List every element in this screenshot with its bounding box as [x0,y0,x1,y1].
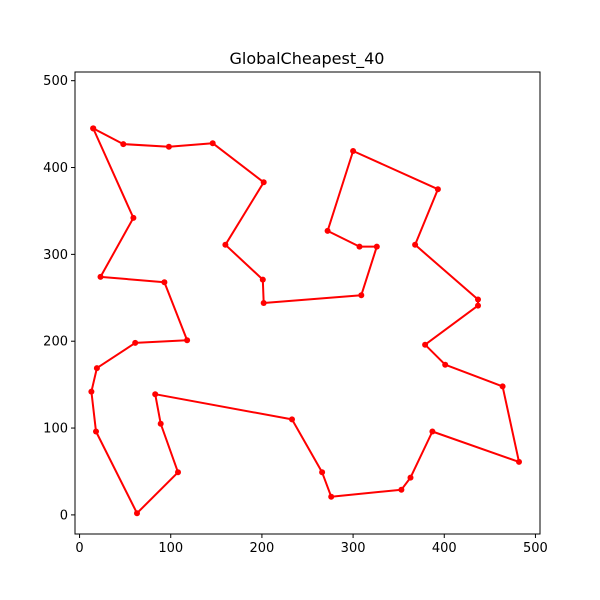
route-point [442,361,449,368]
route-point [289,416,295,423]
route-point [350,148,357,154]
x-tick-label: 300 [341,541,366,556]
y-tick-label: 400 [43,161,68,176]
route-point [93,428,99,435]
route-point [475,302,481,309]
route-point [324,227,331,234]
y-tick-label: 300 [43,248,68,263]
route-point [319,469,326,476]
route-point [157,420,164,427]
axes-frame [74,71,541,535]
route-point [475,296,481,303]
route-point [130,214,137,221]
route-point [90,125,97,132]
route-point [422,341,429,348]
route-point [259,276,266,283]
route-point [516,458,522,465]
route-point [429,428,436,435]
route-point [373,243,380,250]
x-tick-label: 400 [432,541,457,556]
route-point [134,510,140,517]
route-line [90,127,520,515]
route-point [161,279,168,286]
route-point [260,179,267,186]
route-path-group [90,127,520,515]
route-point [132,339,139,346]
route-point [93,365,100,372]
route-point [120,141,127,148]
route-point [152,391,159,398]
y-tick-label: 200 [43,335,68,350]
route-point [97,273,104,280]
route-point [398,486,405,493]
route-point [222,241,229,248]
route-point [434,186,441,193]
axis-ticks: 0 100 200 300 400 500 0 100 200 300 400 500 [43,74,548,556]
x-tick-label: 100 [158,541,183,556]
route-point [328,493,335,500]
y-tick-label: 500 [43,74,68,89]
x-tick-label: 200 [249,541,274,556]
route-points-group [88,125,522,517]
y-tick-label: 100 [43,422,68,437]
x-tick-label: 500 [523,541,548,556]
y-tick-label: 0 [60,508,68,523]
route-point [88,388,95,395]
route-point [184,337,191,344]
route-point [260,300,267,306]
route-point [209,140,216,147]
route-point [407,474,414,481]
chart-title: GlobalCheapest_40 [230,49,385,69]
route-point [356,243,363,250]
route-point [412,241,419,248]
x-tick-label: 0 [75,541,83,556]
route-point [499,383,506,390]
route-point [175,469,181,476]
route-point [165,143,172,150]
route-point [358,292,365,299]
